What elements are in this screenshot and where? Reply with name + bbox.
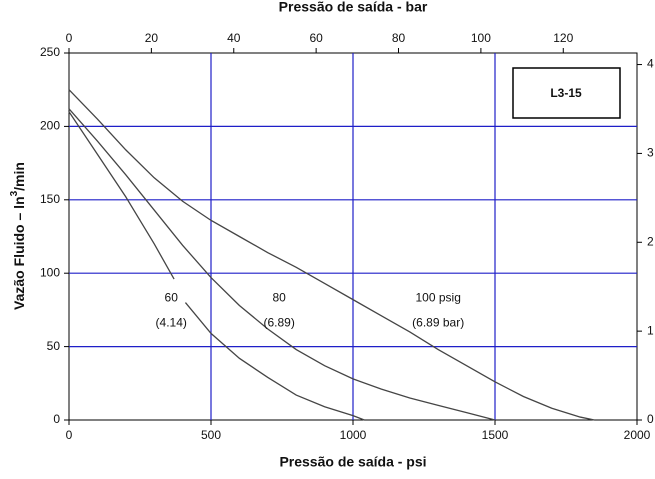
right-tick-label: 3 xyxy=(647,146,654,160)
curve-label: (6.89 bar) xyxy=(412,315,464,329)
top-tick-label: 40 xyxy=(227,31,241,45)
y-axis-title: Vazão Fluido – ln3/min xyxy=(9,162,27,310)
y-tick-label: 100 xyxy=(40,265,60,279)
right-tick-label: 1 xyxy=(647,323,654,337)
y-tick-label: 250 xyxy=(40,45,60,59)
curve-label: (6.89) xyxy=(263,315,294,329)
x-tick-label: 500 xyxy=(201,428,221,442)
y-title-part: /min xyxy=(11,162,27,191)
x-tick-label: 2000 xyxy=(624,428,651,442)
y-title-part: Vazão Fluido – ln xyxy=(11,196,27,310)
top-axis-title: Pressão de saída - bar xyxy=(279,0,428,15)
top-tick-label: 0 xyxy=(66,31,73,45)
top-tick-label: 80 xyxy=(392,31,406,45)
curve xyxy=(68,111,175,280)
top-tick-label: 100 xyxy=(471,31,491,45)
x-tick-label: 1000 xyxy=(340,428,367,442)
legend-label: L3-15 xyxy=(550,86,582,100)
curve-label: 80 xyxy=(272,290,286,304)
curve xyxy=(184,302,365,421)
top-tick-label: 60 xyxy=(309,31,323,45)
curve-label: (4.14) xyxy=(156,315,187,329)
x-tick-label: 0 xyxy=(66,428,73,442)
x-tick-label: 1500 xyxy=(482,428,509,442)
y-title-sup: 3 xyxy=(9,190,20,196)
y-tick-label: 0 xyxy=(53,412,60,426)
y-tick-label: 200 xyxy=(40,119,60,133)
curve-label: 60 xyxy=(165,290,179,304)
curve xyxy=(68,89,595,421)
curve xyxy=(68,108,496,421)
right-tick-label: 4 xyxy=(647,57,654,71)
right-tick-label: 0 xyxy=(647,412,654,426)
right-tick-label: 2 xyxy=(647,234,654,248)
curve-label: 100 psig xyxy=(416,290,461,304)
x-axis-title: Pressão de saída - psi xyxy=(279,454,426,470)
top-tick-label: 20 xyxy=(145,31,159,45)
top-tick-label: 120 xyxy=(553,31,573,45)
y-tick-label: 150 xyxy=(40,192,60,206)
legend-box xyxy=(512,67,621,119)
y-tick-label: 50 xyxy=(47,339,61,353)
